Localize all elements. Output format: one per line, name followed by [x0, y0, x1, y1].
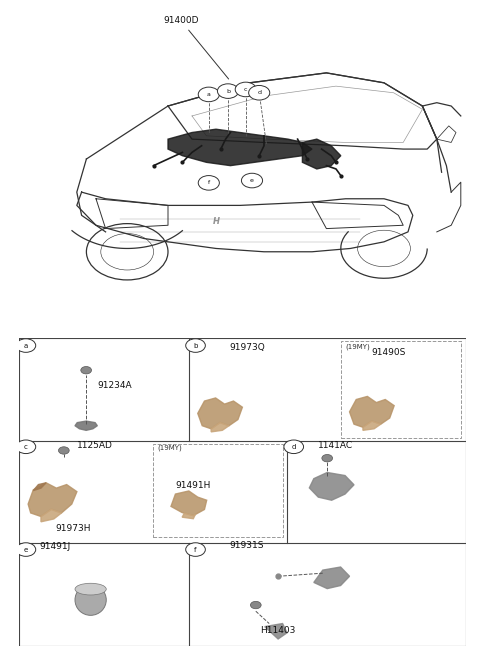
Text: d: d — [257, 91, 261, 95]
Circle shape — [241, 173, 263, 188]
Circle shape — [217, 84, 239, 98]
Polygon shape — [302, 139, 341, 169]
Bar — [341, 341, 461, 438]
Text: H: H — [213, 217, 219, 226]
Circle shape — [16, 338, 36, 352]
Text: 91973Q: 91973Q — [229, 343, 265, 352]
Text: f: f — [194, 546, 197, 552]
Circle shape — [249, 85, 270, 100]
Ellipse shape — [75, 583, 106, 595]
Polygon shape — [349, 396, 394, 427]
Circle shape — [284, 440, 303, 453]
Text: 91400D: 91400D — [163, 16, 228, 79]
Text: d: d — [291, 443, 296, 450]
Circle shape — [322, 455, 333, 462]
Circle shape — [235, 82, 256, 96]
Polygon shape — [168, 129, 312, 165]
Text: 91973H: 91973H — [55, 524, 91, 533]
Text: 91490S: 91490S — [372, 348, 406, 357]
Text: f: f — [208, 180, 210, 186]
Circle shape — [81, 367, 92, 374]
Circle shape — [251, 602, 261, 609]
Text: H11403: H11403 — [261, 626, 296, 635]
Text: (19MY): (19MY) — [157, 445, 182, 451]
Polygon shape — [171, 491, 207, 516]
Text: c: c — [24, 443, 28, 450]
Polygon shape — [33, 483, 46, 491]
Text: c: c — [244, 87, 248, 92]
Polygon shape — [28, 483, 77, 516]
Circle shape — [198, 176, 219, 190]
Circle shape — [59, 447, 69, 454]
Text: 91931S: 91931S — [229, 541, 264, 550]
Polygon shape — [198, 398, 242, 429]
Polygon shape — [75, 421, 97, 430]
Polygon shape — [211, 422, 229, 432]
Polygon shape — [314, 567, 349, 588]
Polygon shape — [182, 513, 195, 519]
Circle shape — [16, 440, 36, 453]
Text: b: b — [226, 89, 230, 94]
Text: 91491H: 91491H — [176, 481, 211, 490]
Circle shape — [186, 543, 205, 556]
Text: b: b — [193, 342, 198, 348]
Polygon shape — [309, 472, 354, 501]
Polygon shape — [363, 421, 381, 430]
Text: 91234A: 91234A — [97, 381, 132, 390]
Text: 91491J: 91491J — [39, 542, 71, 551]
Text: a: a — [207, 92, 211, 97]
Text: (19MY): (19MY) — [345, 344, 370, 350]
Circle shape — [198, 87, 219, 102]
Text: 1141AC: 1141AC — [318, 441, 353, 450]
Circle shape — [16, 543, 36, 556]
Ellipse shape — [75, 584, 106, 615]
Text: e: e — [24, 546, 28, 552]
Text: 1125AD: 1125AD — [77, 441, 113, 450]
Text: a: a — [24, 342, 28, 348]
Circle shape — [186, 338, 205, 352]
Text: e: e — [250, 178, 254, 183]
Bar — [153, 443, 283, 537]
Polygon shape — [41, 510, 61, 522]
Polygon shape — [265, 624, 287, 639]
